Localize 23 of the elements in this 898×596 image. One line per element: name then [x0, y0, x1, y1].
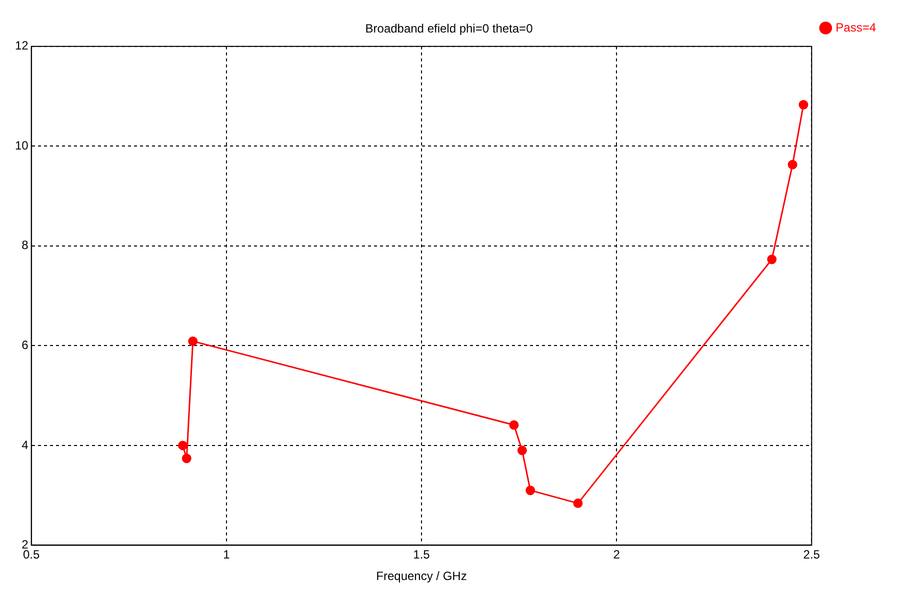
point	[178, 440, 188, 450]
y-tick-label: 8	[22, 238, 29, 252]
point	[182, 454, 192, 464]
y-tick-label: 4	[22, 438, 29, 452]
y-tick-label: 6	[22, 338, 29, 352]
chart-title: Broadband efield phi=0 theta=0	[365, 22, 534, 36]
x-axis-title: Frequency / GHz	[376, 569, 467, 584]
x-tick-label: 2.5	[803, 548, 820, 562]
point	[767, 254, 777, 264]
y-tick-label: 10	[14, 138, 29, 152]
x-tick-label: 1	[223, 548, 230, 562]
point	[788, 160, 798, 170]
legend-label: Pass=4	[836, 20, 876, 34]
point	[509, 420, 519, 430]
x-tick-label: 1.5	[413, 548, 430, 562]
x-tick-label: 2	[613, 548, 620, 562]
point	[798, 100, 808, 110]
point	[526, 486, 536, 496]
point	[188, 336, 198, 346]
point	[517, 446, 527, 456]
x-tick-label: 0.5	[23, 548, 40, 562]
point	[573, 498, 583, 508]
y-tick-label: 12	[14, 38, 29, 53]
